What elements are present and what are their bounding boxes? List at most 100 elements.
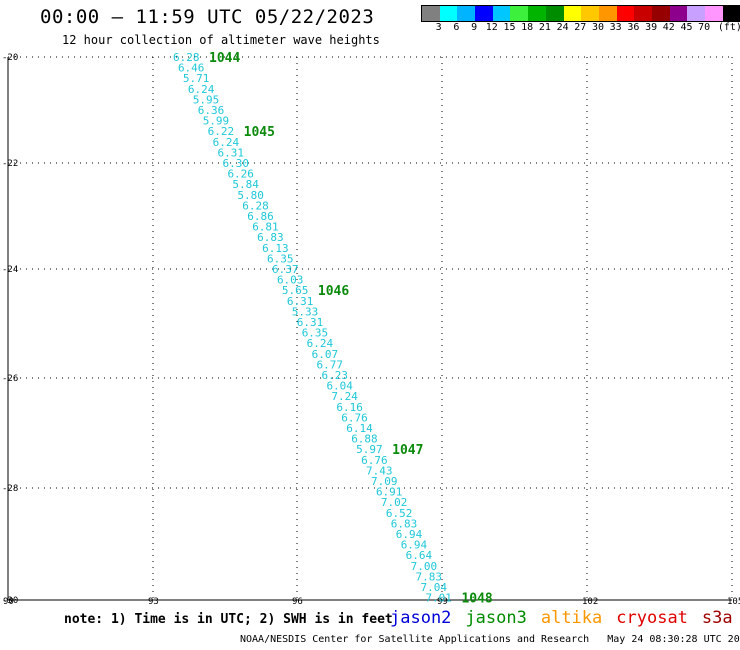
color-swatch xyxy=(563,6,582,21)
wave-height-value: 6.76 xyxy=(361,454,388,467)
color-scale-labels: 3 6 9 12 15 18 21 24 27 30 33 36 39 42 45 70 (ft) xyxy=(421,22,740,36)
wave-height-value: 6.94 xyxy=(401,539,428,552)
color-scale-label: 24 xyxy=(556,22,569,33)
latitude-tick-label: -22 xyxy=(2,159,18,169)
wave-height-value: 5.95 xyxy=(193,93,220,106)
color-swatch xyxy=(722,6,740,21)
wave-height-value: 6.86 xyxy=(247,210,274,223)
wave-height-value: 6.31 xyxy=(218,146,245,159)
map-grid xyxy=(8,56,733,600)
wave-height-value: 6.35 xyxy=(302,327,329,340)
longitude-tick-label: 99 xyxy=(437,597,448,605)
pass-number-label: 1046 xyxy=(318,284,349,299)
wave-height-value: 5.80 xyxy=(237,189,264,202)
wave-height-value: 6.04 xyxy=(326,380,353,393)
wave-height-value: 6.16 xyxy=(336,401,363,414)
color-swatch xyxy=(687,6,705,21)
wave-height-value: 6.28 xyxy=(242,199,268,212)
wave-height-value: 6.26 xyxy=(227,168,254,181)
wave-height-value: 6.94 xyxy=(396,528,423,541)
color-swatch xyxy=(669,6,688,21)
wave-height-track: 6.286.465.716.245.956.365.996.226.246.31… xyxy=(173,51,452,605)
wave-height-value: 6.31 xyxy=(287,295,314,308)
color-scale-label: 33 xyxy=(609,22,622,33)
color-swatch xyxy=(457,6,476,21)
color-swatch xyxy=(581,6,599,21)
wave-height-value: 7.09 xyxy=(371,475,398,488)
color-swatch xyxy=(422,6,440,21)
satellite-legend-item: jason3 xyxy=(465,608,527,628)
satellite-legend-item: altika xyxy=(540,608,603,628)
wave-height-value: 5.65 xyxy=(282,284,309,297)
color-scale-label: 70 xyxy=(698,22,711,33)
wave-height-value: 6.14 xyxy=(346,422,373,435)
footer-credit: NOAA/NESDIS Center for Satellite Applica… xyxy=(240,634,590,645)
latitude-tick-label: -20 xyxy=(2,53,18,63)
wave-height-value: 6.64 xyxy=(406,549,433,562)
longitude-tick-label: 93 xyxy=(148,597,159,605)
map-subtitle: 12 hour collection of altimeter wave hei… xyxy=(62,33,380,47)
color-swatch xyxy=(634,6,652,21)
wave-height-value: 6.46 xyxy=(178,62,205,75)
wave-height-value: 5.33 xyxy=(292,305,319,318)
color-swatch xyxy=(616,6,635,21)
color-swatch xyxy=(545,6,564,21)
wave-height-value: 6.07 xyxy=(312,348,339,361)
color-scale-label: 6 xyxy=(453,22,460,33)
units-note: note: 1) Time is in UTC; 2) SWH is in fe… xyxy=(64,612,393,627)
altimeter-track-map: -20-22-24-26-28-3090939699102105 6.286.4… xyxy=(2,51,740,605)
wave-height-value: 6.28 xyxy=(173,51,200,64)
color-swatch xyxy=(510,6,529,21)
color-scale-label: 9 xyxy=(471,22,478,33)
wave-height-value: 6.81 xyxy=(252,221,279,234)
map-frame xyxy=(7,57,732,601)
color-swatch xyxy=(528,6,546,21)
wave-height-value: 6.24 xyxy=(307,337,334,350)
satellite-legend: jason2 jason3 altika cryosat s3a xyxy=(390,608,733,628)
color-scale-label: (ft) xyxy=(717,22,740,33)
wave-height-value: 6.76 xyxy=(341,411,368,424)
wave-height-value: 6.22 xyxy=(208,125,235,138)
wave-height-value: 7.24 xyxy=(331,390,358,403)
wave-height-value: 6.23 xyxy=(322,369,349,382)
wave-height-value: 7.43 xyxy=(366,464,393,477)
latitude-tick-label: -24 xyxy=(2,265,18,275)
wave-height-value: 6.31 xyxy=(297,316,324,329)
color-scale-label: 12 xyxy=(485,22,498,33)
longitude-tick-label: 102 xyxy=(582,597,598,605)
wave-height-value: 6.30 xyxy=(223,157,250,170)
color-swatch xyxy=(475,6,493,21)
longitude-tick-label: 105 xyxy=(727,597,740,605)
pass-number-label: 1044 xyxy=(209,51,240,66)
wave-height-value: 6.83 xyxy=(391,517,418,530)
satellite-legend-item: jason2 xyxy=(390,608,452,628)
color-scale-label: 27 xyxy=(574,22,587,33)
color-scale-label: 45 xyxy=(680,22,693,33)
color-swatch xyxy=(598,6,617,21)
color-scale-label: 30 xyxy=(591,22,605,33)
color-scale-label: 21 xyxy=(538,22,551,33)
wave-height-value: 6.52 xyxy=(386,507,413,520)
wave-height-value: 6.37 xyxy=(272,263,299,276)
pass-number-label: 1048 xyxy=(461,592,492,605)
color-scale-label: 36 xyxy=(627,22,640,33)
wave-height-value: 6.13 xyxy=(262,242,289,255)
latitude-tick-label: -26 xyxy=(2,374,18,384)
wave-height-color-scale xyxy=(421,5,740,22)
color-scale-label: 39 xyxy=(645,22,658,33)
wave-height-value: 7.04 xyxy=(421,581,448,594)
wave-height-value: 6.91 xyxy=(376,486,403,499)
latitude-tick-label: -28 xyxy=(2,484,18,494)
footer-timestamp: May 24 08:30:28 UTC 2023 xyxy=(607,634,740,645)
satellite-legend-item: cryosat xyxy=(616,608,688,628)
latitude-tick-label: -30 xyxy=(2,596,18,605)
pass-number-label: 1045 xyxy=(244,125,275,140)
wave-height-value: 7.00 xyxy=(411,560,438,573)
color-swatch xyxy=(439,6,458,21)
wave-height-value: 6.83 xyxy=(257,231,284,244)
wave-height-value: 5.84 xyxy=(232,178,259,191)
wave-height-value: 5.97 xyxy=(356,443,383,456)
wave-height-value: 6.88 xyxy=(351,433,378,446)
wave-height-value: 6.36 xyxy=(198,104,225,117)
